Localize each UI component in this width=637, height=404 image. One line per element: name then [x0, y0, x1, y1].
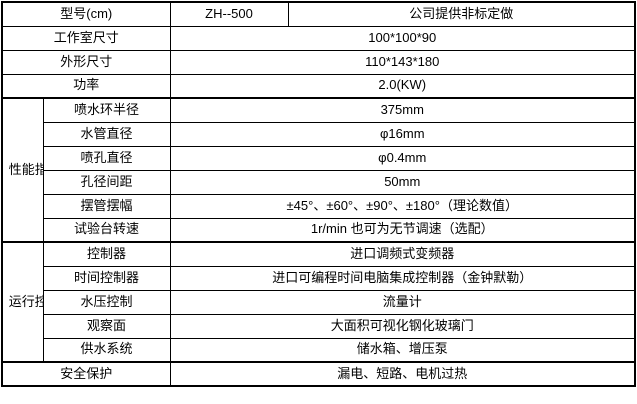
model-value-cell: ZH--500: [169, 1, 289, 27]
table-row-turntable-speed: 试验台转速 1r/min 也可为无节调速（选配）: [2, 217, 636, 243]
table-row-chamber-size: 工作室尺寸 100*100*90: [1, 25, 636, 51]
section-title: 运行控制系统: [8, 294, 42, 309]
table-row-power: 功率 2.0(KW): [1, 73, 636, 99]
row-value-cell: 50mm: [169, 169, 636, 195]
row-label-cell: 控制器: [42, 241, 171, 267]
row-label-cell: 安全保护: [1, 361, 171, 387]
table-row-outer-size: 外形尺寸 110*143*180: [1, 49, 636, 75]
row-label-cell: 观察面: [42, 313, 171, 339]
section-title: 性能指标: [8, 162, 42, 177]
row-value-cell: φ16mm: [169, 121, 636, 147]
table-row-observation-window: 观察面 大面积可视化钢化玻璃门: [2, 313, 636, 339]
row-value-cell: 漏电、短路、电机过热: [169, 361, 636, 387]
row-value-cell: 进口可编程时间电脑集成控制器（金钟默勒）: [169, 265, 636, 291]
row-label-cell: 时间控制器: [42, 265, 171, 291]
section-label-control: 运行控制系统: [1, 241, 44, 363]
table-row-water-supply: 供水系统 储水箱、增压泵: [2, 337, 636, 363]
row-label-cell: 工作室尺寸: [1, 25, 171, 51]
row-value-cell: 流量计: [169, 289, 636, 315]
row-label-cell: 外形尺寸: [1, 49, 171, 75]
row-label-cell: 水压控制: [42, 289, 171, 315]
spec-table: 型号(cm) ZH--500 公司提供非标定做 工作室尺寸 100*100*90…: [1, 1, 636, 387]
table-row-pipe-diameter: 水管直径 φ16mm: [2, 121, 636, 147]
row-value-cell: 110*143*180: [169, 49, 636, 75]
table-row-water-pressure: 水压控制 流量计: [2, 289, 636, 315]
row-label-cell: 供水系统: [42, 337, 171, 363]
table-row-controller: 运行控制系统 控制器 进口调频式变频器: [1, 241, 636, 363]
row-label-cell: 喷孔直径: [42, 145, 171, 171]
row-value-cell: 1r/min 也可为无节调速（选配）: [169, 217, 636, 243]
row-value-cell: φ0.4mm: [169, 145, 636, 171]
row-label-cell: 喷水环半径: [42, 97, 171, 123]
row-value-cell: 储水箱、增压泵: [169, 337, 636, 363]
table-row-nozzle-diameter: 喷孔直径 φ0.4mm: [2, 145, 636, 171]
row-label-cell: 水管直径: [42, 121, 171, 147]
table-row-time-controller: 时间控制器 进口可编程时间电脑集成控制器（金钟默勒）: [2, 265, 636, 291]
model-label-cell: 型号(cm): [1, 1, 171, 27]
table-row-spray-ring-radius: 性能指标 喷水环半径 375mm: [1, 97, 636, 243]
row-value-cell: 100*100*90: [169, 25, 636, 51]
model-note-cell: 公司提供非标定做: [287, 1, 636, 27]
table-row-safety: 安全保护 漏电、短路、电机过热: [1, 361, 636, 387]
row-value-cell: 大面积可视化钢化玻璃门: [169, 313, 636, 339]
row-label-cell: 功率: [1, 73, 171, 99]
row-label-cell: 试验台转速: [42, 217, 171, 243]
row-value-cell: 375mm: [169, 97, 636, 123]
table-row-swing-amplitude: 摆管摆幅 ±45°、±60°、±90°、±180°（理论数值）: [2, 193, 636, 219]
section-label-performance: 性能指标: [1, 97, 44, 243]
table-row-hole-spacing: 孔径间距 50mm: [2, 169, 636, 195]
row-label-cell: 孔径间距: [42, 169, 171, 195]
row-label-cell: 摆管摆幅: [42, 193, 171, 219]
row-value-cell: ±45°、±60°、±90°、±180°（理论数值）: [169, 193, 636, 219]
table-row-model: 型号(cm) ZH--500 公司提供非标定做: [1, 1, 636, 27]
row-value-cell: 进口调频式变频器: [169, 241, 636, 267]
row-value-cell: 2.0(KW): [169, 73, 636, 99]
